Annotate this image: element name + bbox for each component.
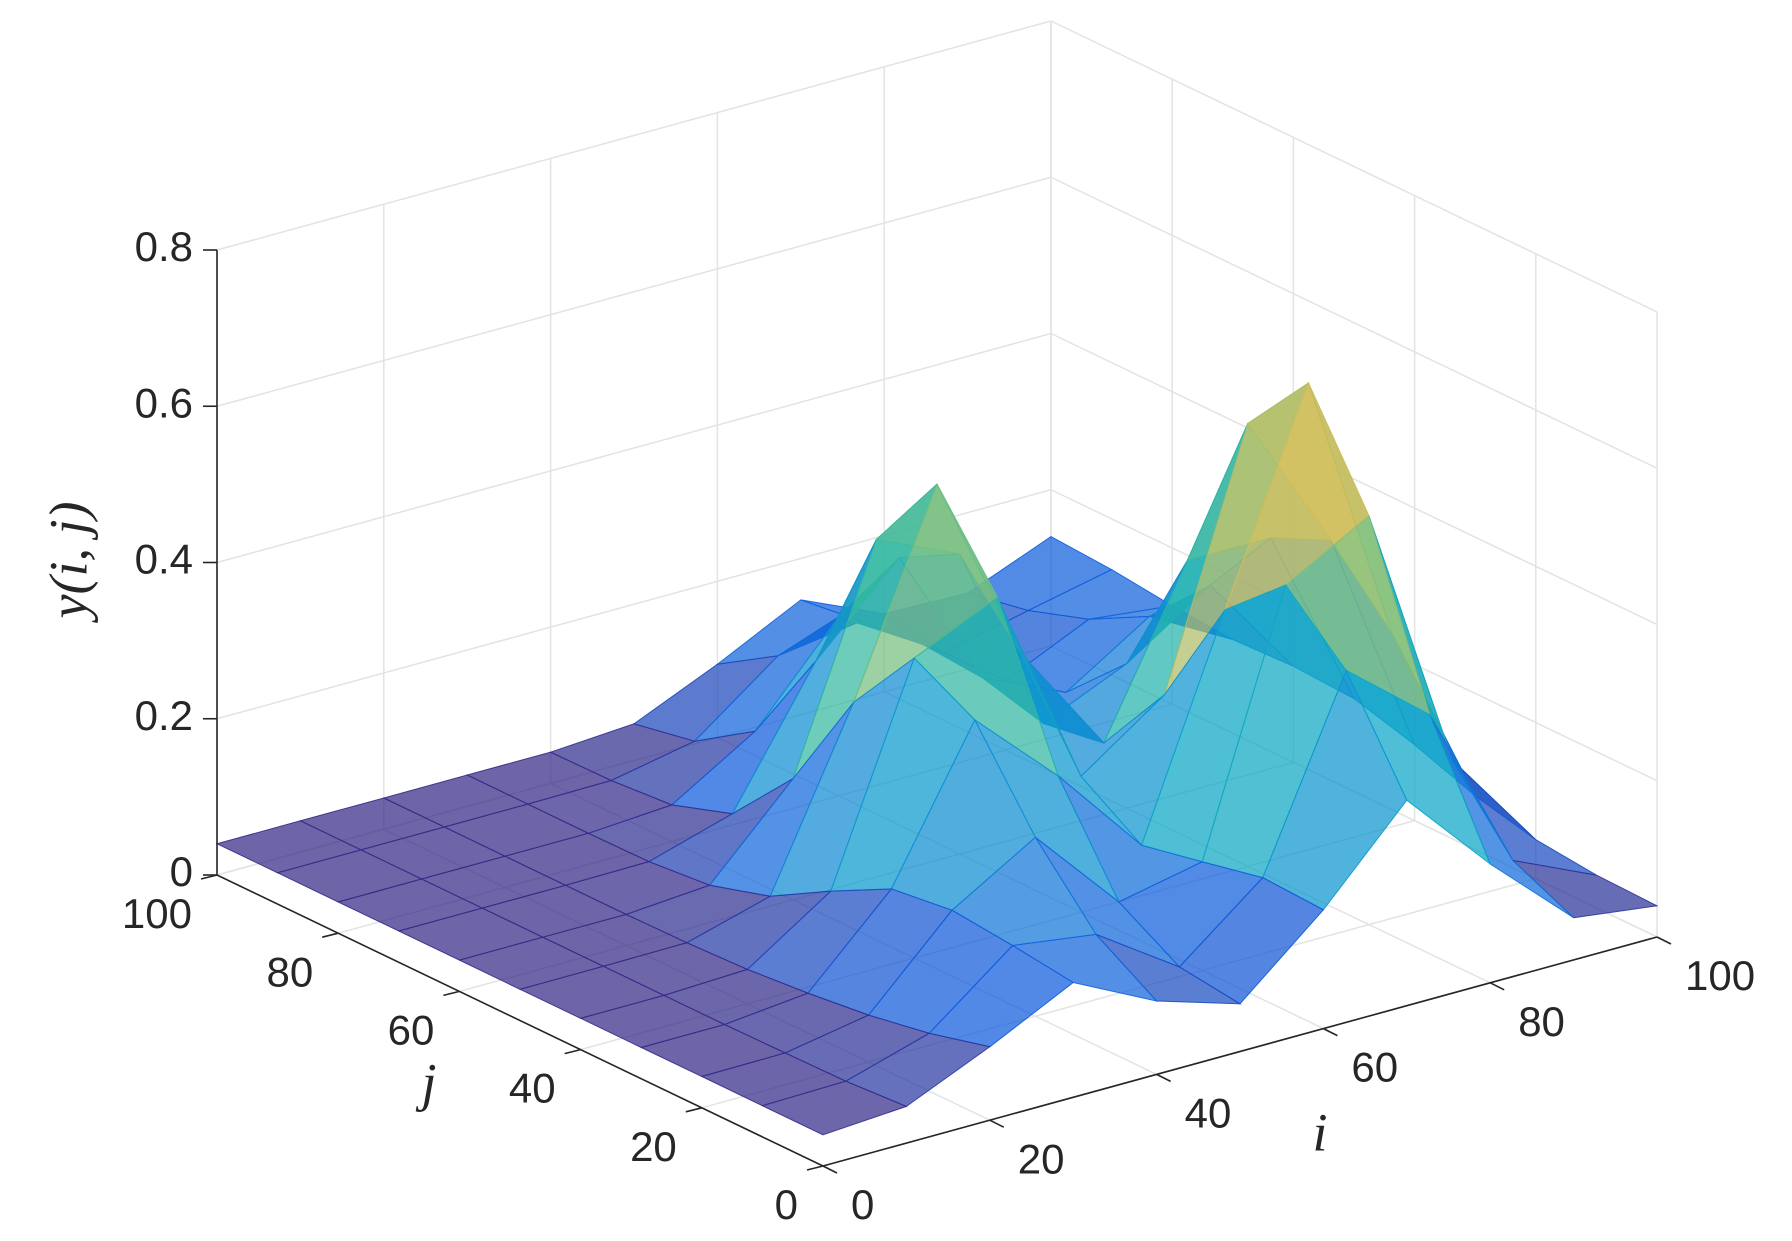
grid-line [216, 176, 1052, 407]
grid-line [1050, 332, 1658, 626]
tick-mark [822, 1165, 838, 1174]
surface-patch [761, 1080, 908, 1136]
tick-mark [1323, 1027, 1338, 1037]
x-tick-label: 40 [1185, 1089, 1232, 1136]
tick-mark [443, 990, 460, 997]
z-axis-label: y(i, j) [38, 502, 98, 624]
y-axis [216, 874, 824, 1167]
z-tick-label: 0.2 [135, 692, 193, 739]
z-tick-label: 0.8 [135, 223, 193, 270]
tick-mark [322, 932, 339, 938]
surface [215, 381, 1659, 1136]
tick-mark [1156, 1073, 1171, 1083]
tick-mark [806, 1165, 824, 1171]
z-tick-label: 0.6 [135, 379, 193, 426]
x-tick-label: 100 [1685, 952, 1755, 999]
x-tick-label: 60 [1351, 1044, 1398, 1091]
x-tick-label: 20 [1018, 1135, 1065, 1182]
grid-line [1050, 20, 1658, 313]
x-axis-label: i [1312, 1102, 1327, 1162]
x-axis [822, 936, 1658, 1167]
y-axis-label: j [415, 1052, 436, 1112]
z-tick-label: 0.4 [135, 536, 193, 583]
z-tick-label: 0 [170, 848, 193, 895]
y-tick-label: 40 [509, 1065, 556, 1112]
y-tick-label: 100 [122, 890, 192, 937]
tick-mark [989, 1119, 1005, 1128]
tick-mark [200, 874, 218, 880]
tick-mark [1656, 936, 1672, 945]
y-tick-label: 80 [266, 948, 313, 995]
tick-mark [564, 1048, 581, 1055]
tick-mark [685, 1107, 702, 1113]
y-tick-label: 60 [388, 1006, 435, 1053]
tick-mark [1489, 982, 1505, 991]
x-tick-label: 80 [1518, 998, 1565, 1045]
y-tick-label: 0 [775, 1181, 798, 1228]
grid-line [216, 332, 1052, 564]
grid-line [216, 20, 1052, 251]
grid-line [1050, 176, 1658, 469]
x-tick-label: 0 [851, 1181, 874, 1228]
y-tick-label: 20 [630, 1123, 677, 1170]
